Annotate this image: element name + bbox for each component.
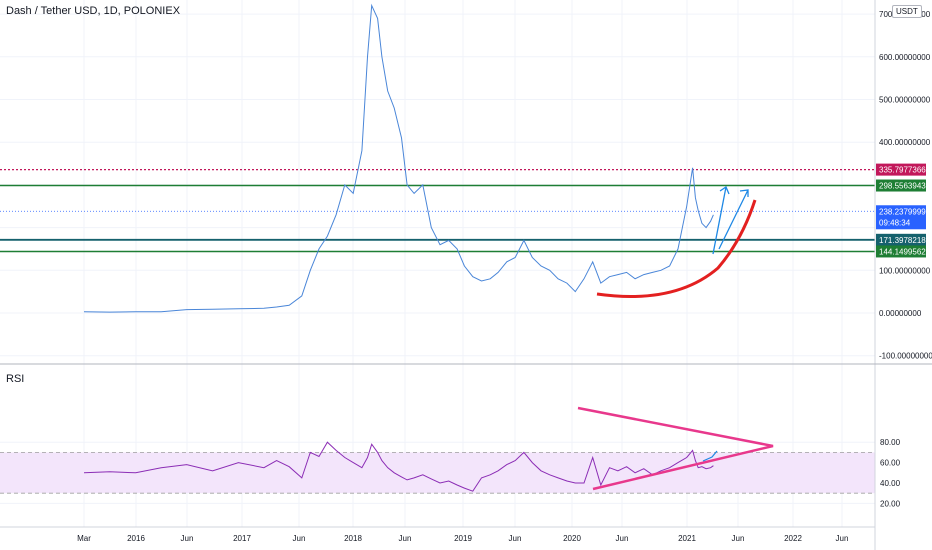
price-level-label: 298.55639438 xyxy=(879,182,931,191)
time-axis-tick[interactable]: 2020 xyxy=(563,534,581,543)
rsi-axis-tick[interactable]: 40.00 xyxy=(880,479,901,488)
time-axis-tick[interactable]: Jun xyxy=(181,534,194,543)
red-cup-curve[interactable] xyxy=(596,199,757,298)
currency-badge[interactable]: USDT xyxy=(892,5,922,18)
price-level-label: 238.23799999 xyxy=(879,207,931,216)
rsi-axis-ticks[interactable]: 80.00 60.00 40.00 20.00 xyxy=(880,438,901,508)
time-axis-tick[interactable]: 2017 xyxy=(233,534,251,543)
price-axis-tick[interactable]: 500.00000000 xyxy=(879,96,931,105)
price-axis-tick[interactable]: 600.00000000 xyxy=(879,53,931,62)
price-level-label-bg xyxy=(876,163,926,176)
time-axis-tick[interactable]: Jun xyxy=(399,534,412,543)
user-drawings[interactable] xyxy=(577,186,774,491)
time-axis-tick[interactable]: 2021 xyxy=(678,534,696,543)
time-axis-tick[interactable]: 2016 xyxy=(127,534,145,543)
projection-arrow-2[interactable] xyxy=(718,189,749,250)
price-level-labels: 335.79773660 298.55639438 238.23799999 09:4… xyxy=(876,163,931,258)
chart-title[interactable]: Dash / Tether USD, 1D, POLONIEX xyxy=(6,5,181,17)
price-level-label: 335.79773660 xyxy=(879,166,931,175)
price-axis-tick[interactable]: 400.00000000 xyxy=(879,138,931,147)
rsi-band xyxy=(0,452,875,494)
rsi-projection-arrow[interactable] xyxy=(702,450,718,462)
price-level-label: 171.39782183 xyxy=(879,236,931,245)
price-level-sublabel: 09:48:34 xyxy=(879,218,911,227)
rsi-reference-lines xyxy=(0,451,875,494)
rsi-axis-tick[interactable]: 20.00 xyxy=(880,499,901,508)
time-axis-ticks[interactable]: Mar 2016 Jun 2017 Jun 2018 Jun 2019 Jun 2020 Jun 20… xyxy=(77,534,848,543)
price-level-label-bg xyxy=(876,245,926,258)
time-axis-tick[interactable]: Jun xyxy=(509,534,522,543)
price-axis-tick[interactable]: -100.00000000 xyxy=(879,352,932,361)
grid-layer xyxy=(0,0,875,527)
time-axis-tick[interactable]: 2022 xyxy=(784,534,802,543)
time-axis-tick[interactable]: Jun xyxy=(836,534,849,543)
price-level-label: 144.14995628 xyxy=(879,247,931,256)
time-axis-tick[interactable]: Jun xyxy=(293,534,306,543)
time-axis-tick[interactable]: 2019 xyxy=(454,534,472,543)
rsi-panel-title[interactable]: RSI xyxy=(6,373,25,385)
price-series-line xyxy=(83,3,714,313)
projection-arrow-1[interactable] xyxy=(712,186,730,255)
time-axis-tick[interactable]: Jun xyxy=(616,534,629,543)
time-axis-tick[interactable]: Mar xyxy=(77,534,91,543)
price-level-label-bg xyxy=(876,205,926,230)
rsi-axis-tick[interactable]: 80.00 xyxy=(880,438,901,447)
rsi-axis-tick[interactable]: 60.00 xyxy=(880,459,901,468)
time-axis-tick[interactable]: Jun xyxy=(732,534,745,543)
price-axis-tick[interactable]: 0.00000000 xyxy=(879,309,922,318)
price-level-label-bg xyxy=(876,233,926,246)
price-axis-tick[interactable]: 100.00000000 xyxy=(879,266,931,275)
price-level-label-bg xyxy=(876,179,926,192)
symmetric-triangle[interactable] xyxy=(577,406,774,491)
time-axis-tick[interactable]: 2018 xyxy=(344,534,362,543)
